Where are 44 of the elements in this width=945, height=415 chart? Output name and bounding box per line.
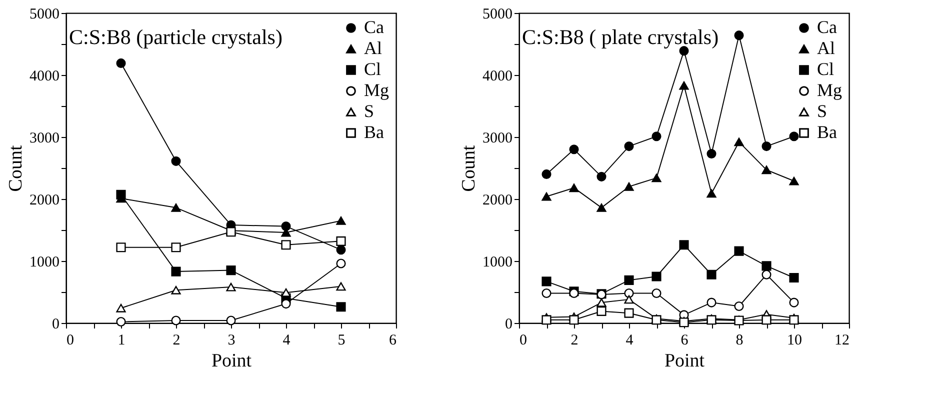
x-tick-label: 2 (570, 332, 578, 348)
y-tick-label: 0 (52, 316, 60, 332)
x-tick-label: 4 (282, 332, 291, 348)
legend-label: Al (817, 38, 835, 58)
x-tick-label: 1 (118, 332, 126, 348)
legend-label: Mg (817, 80, 842, 100)
legend-label: Ba (817, 122, 838, 142)
x-tick-label: 10 (787, 332, 802, 348)
y-tick-label: 2000 (30, 192, 60, 208)
x-tick-label: 6 (389, 332, 397, 348)
y-tick-label: 3000 (482, 130, 512, 146)
x-tick-label: 6 (680, 332, 689, 348)
x-tick-label: 0 (520, 332, 527, 348)
y-tick-label: 0 (505, 316, 512, 332)
x-tick-label: 5 (338, 332, 346, 348)
y-tick-label: 1000 (30, 254, 60, 270)
y-tick-label: 3000 (30, 130, 60, 146)
y-tick-label: 5000 (30, 6, 60, 22)
y-tick-label: 4000 (482, 68, 512, 84)
legend-label: Ca (817, 17, 838, 37)
legend-label: Cl (364, 59, 382, 79)
legend-label: Cl (817, 59, 834, 79)
x-tick-label: 12 (834, 332, 850, 348)
legend-label: Al (364, 38, 382, 58)
legend-label: S (364, 101, 374, 121)
legend-label: Mg (364, 80, 390, 100)
x-tick-label: 4 (626, 332, 634, 348)
y-tick-label: 5000 (482, 6, 512, 22)
legend-label: S (817, 101, 828, 121)
y-tick-label: 1000 (482, 254, 512, 270)
x-axis-title: Point (211, 350, 252, 372)
y-tick-label: 2000 (482, 192, 512, 208)
x-tick-label: 0 (66, 332, 74, 348)
x-axis-title: Point (664, 350, 706, 372)
x-tick-label: 8 (736, 332, 744, 348)
y-tick-label: 4000 (30, 68, 60, 84)
x-tick-label: 3 (228, 332, 236, 348)
legend-label: Ca (364, 17, 384, 37)
legend-label: Ba (364, 122, 384, 142)
x-tick-label: 2 (172, 332, 180, 348)
text: C:S:B8 (particle crystals) (69, 25, 282, 49)
text: C:S:B8 ( plate crystals) (522, 25, 719, 49)
y-axis-title: Count (6, 144, 26, 192)
y-axis-title: Count (458, 144, 480, 192)
